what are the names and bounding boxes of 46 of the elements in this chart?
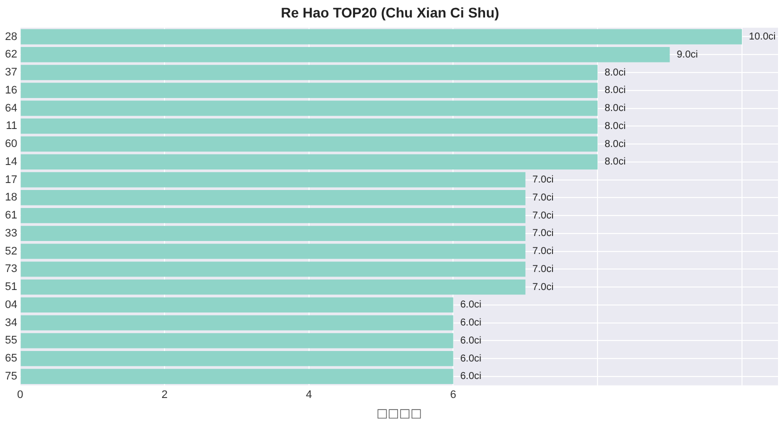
- y-tick-label: 34: [4, 316, 18, 329]
- data-label: 7.0ci: [532, 228, 554, 240]
- data-label: 7.0ci: [532, 264, 554, 275]
- y-tick-label: 52: [4, 245, 18, 258]
- chart-title: Re Hao TOP20 (Chu Xian Ci Shu): [280, 4, 500, 20]
- data-label: 6.0ci: [460, 318, 482, 329]
- x-tick-label: 6: [450, 389, 456, 402]
- data-label: 8.0ci: [604, 103, 626, 114]
- y-tick-label: 11: [6, 120, 18, 132]
- data-label: 8.0ci: [604, 138, 626, 150]
- y-tick-label: 14: [4, 156, 18, 168]
- y-tick-label: 51: [4, 281, 18, 294]
- y-tick-label: 73: [4, 263, 18, 276]
- data-label: 8.0ci: [604, 67, 626, 78]
- y-tick-label: 33: [4, 227, 18, 240]
- y-tick-label: 61: [4, 210, 18, 222]
- data-label: 7.0ci: [532, 210, 554, 222]
- y-tick-label: 16: [4, 84, 18, 96]
- x-axis-title: □□□□: [376, 406, 422, 420]
- data-label: 7.0ci: [532, 192, 554, 204]
- data-label: 6.0ci: [460, 335, 482, 346]
- y-tick-label: 17: [4, 174, 18, 186]
- data-label: 6.0ci: [460, 371, 482, 382]
- data-label: 9.0ci: [676, 49, 698, 60]
- data-label: 10.0ci: [748, 31, 776, 42]
- x-tick-label: 2: [162, 389, 168, 402]
- data-label: 6.0ci: [460, 353, 482, 364]
- y-tick-label: 37: [4, 66, 18, 79]
- data-label: 7.0ci: [532, 246, 554, 258]
- y-tick-label: 64: [4, 102, 18, 114]
- y-tick-label: 28: [4, 30, 18, 43]
- y-tick-label: 65: [4, 352, 18, 365]
- data-label: 8.0ci: [604, 85, 626, 96]
- x-tick-label: 0: [17, 389, 24, 402]
- data-label: 7.0ci: [532, 282, 554, 293]
- data-label: 7.0ci: [532, 174, 554, 186]
- x-tick-label: 4: [306, 389, 312, 402]
- y-tick-label: 18: [4, 192, 18, 204]
- y-tick-label: 62: [4, 48, 18, 61]
- data-label: 6.0ci: [460, 300, 482, 311]
- data-label: 8.0ci: [604, 120, 626, 132]
- data-label: 8.0ci: [604, 156, 626, 168]
- y-tick-label: 04: [4, 298, 18, 311]
- y-tick-label: 75: [4, 370, 18, 382]
- y-tick-label: 55: [4, 334, 18, 347]
- y-tick-label: 60: [4, 138, 18, 150]
